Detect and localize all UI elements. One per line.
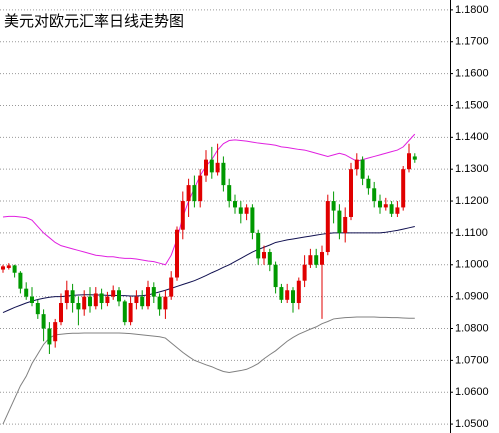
candle-body xyxy=(198,175,203,202)
candle-body xyxy=(349,169,353,217)
y-tick-label: 1.1100 xyxy=(455,227,488,239)
candle-body xyxy=(233,201,237,208)
y-tick-label: 1.0500 xyxy=(455,418,489,430)
candle-body xyxy=(412,156,417,160)
candle-body xyxy=(186,185,191,202)
candle-body xyxy=(140,296,145,307)
candle-body xyxy=(331,201,336,211)
candle-body xyxy=(163,296,168,310)
candle-body xyxy=(82,296,87,310)
candle-body xyxy=(157,296,162,310)
y-tick-label: 1.0900 xyxy=(455,291,489,303)
candle-body xyxy=(41,314,46,329)
candle-body xyxy=(6,265,11,268)
candle-body xyxy=(401,169,406,208)
candle-body xyxy=(325,201,330,253)
candle-body xyxy=(308,255,313,265)
y-tick-label: 1.1200 xyxy=(455,195,489,207)
candle-body xyxy=(180,201,185,230)
candle-body xyxy=(302,264,307,281)
candle-body xyxy=(18,272,23,289)
candle-body xyxy=(227,185,232,202)
candle-body xyxy=(134,296,139,304)
candle-body xyxy=(76,303,81,310)
candle-body xyxy=(47,328,52,345)
candle-body xyxy=(372,188,377,202)
candle-body xyxy=(128,303,133,323)
candle-body xyxy=(256,232,261,259)
candle-body xyxy=(320,252,324,265)
candle-body xyxy=(192,185,197,202)
candle-body xyxy=(221,162,226,186)
y-tick-label: 1.0700 xyxy=(455,354,489,366)
candle-body xyxy=(215,162,220,173)
candle-body xyxy=(238,207,243,214)
candle-body xyxy=(407,153,411,170)
band-line xyxy=(2,316,415,425)
candle-body xyxy=(99,293,104,304)
chart-title: 美元对欧元汇率日线走势图 xyxy=(4,13,184,30)
candle-body xyxy=(1,266,5,270)
candle-body xyxy=(175,229,179,278)
candle-body xyxy=(314,255,319,265)
candle-body xyxy=(291,290,295,304)
candle-body xyxy=(383,204,388,208)
y-tick-label: 1.1700 xyxy=(455,36,489,48)
candle-body xyxy=(24,288,29,297)
candle-body xyxy=(146,287,150,307)
candle-body xyxy=(285,290,290,300)
candle-body xyxy=(267,252,272,265)
candle-body xyxy=(204,159,208,176)
candle-body xyxy=(53,322,58,342)
y-tick-label: 1.0600 xyxy=(455,386,489,398)
candle-body xyxy=(395,207,400,214)
candle-body xyxy=(273,264,278,288)
candle-body xyxy=(30,296,34,304)
candle-body xyxy=(343,216,348,233)
candle-body xyxy=(93,293,98,307)
candle-body xyxy=(244,207,249,214)
candle-body xyxy=(209,159,214,173)
candle-body xyxy=(35,303,40,315)
candle-body xyxy=(360,159,365,179)
candle-body xyxy=(64,290,69,304)
candle-body xyxy=(366,178,371,189)
y-tick-label: 1.1300 xyxy=(455,163,489,175)
y-tick-label: 1.0800 xyxy=(455,322,489,334)
candle-body xyxy=(117,290,121,302)
band-line xyxy=(2,133,416,266)
candle-body xyxy=(169,277,174,297)
candle-body xyxy=(262,252,266,259)
candle-body xyxy=(296,280,301,304)
candle-body xyxy=(279,287,284,300)
candle-body xyxy=(378,201,382,208)
candle-body xyxy=(354,159,359,170)
y-tick-label: 1.1000 xyxy=(455,259,489,271)
candle-body xyxy=(88,296,92,307)
candle-body xyxy=(337,210,342,233)
candle-body xyxy=(59,303,63,323)
y-tick-label: 1.1400 xyxy=(455,131,489,143)
candle-body xyxy=(250,207,255,233)
candle-body xyxy=(111,290,116,297)
candle-body xyxy=(12,265,17,273)
candle-body xyxy=(389,204,394,214)
y-tick-label: 1.1600 xyxy=(455,68,489,80)
candle-body xyxy=(122,301,127,323)
y-tick-label: 1.1800 xyxy=(455,4,489,16)
candle-body xyxy=(151,287,156,297)
candle-body xyxy=(70,290,75,304)
y-tick-label: 1.1500 xyxy=(455,99,489,111)
candle-body xyxy=(105,296,110,304)
